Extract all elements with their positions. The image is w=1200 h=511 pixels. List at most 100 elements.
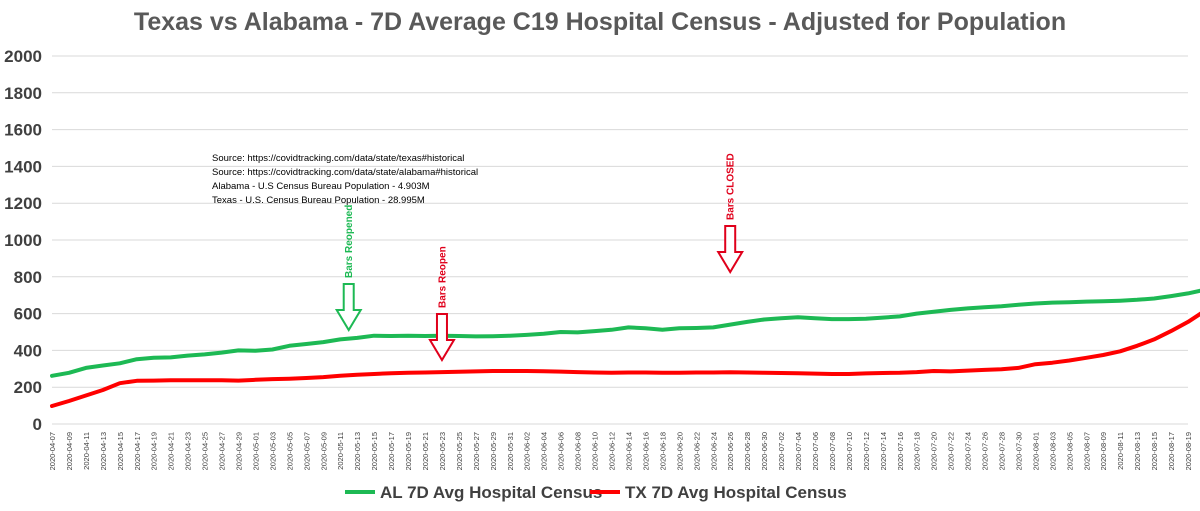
y-tick-label: 800: [14, 268, 42, 287]
population-note-alabama: Alabama - U.S Census Bureau Population -…: [212, 181, 430, 192]
x-tick-label: 2020-05-31: [506, 432, 515, 470]
x-tick-label: 2020-05-13: [353, 432, 362, 470]
y-tick-label: 1400: [4, 157, 42, 176]
x-tick-label: 2020-06-02: [523, 432, 532, 470]
x-tick-label: 2020-05-27: [472, 432, 481, 470]
x-tick-label: 2020-04-23: [184, 432, 193, 470]
x-tick-label: 2020-04-15: [116, 432, 125, 470]
x-tick-label: 2020-08-09: [1099, 432, 1108, 470]
x-tick-label: 2020-06-30: [760, 432, 769, 470]
x-tick-label: 2020-04-07: [48, 432, 57, 470]
x-tick-label: 2020-08-19: [1184, 432, 1193, 470]
x-tick-label: 2020-05-17: [387, 432, 396, 470]
y-tick-label: 1600: [4, 121, 42, 140]
x-tick-label: 2020-07-12: [862, 432, 871, 470]
annotation-arrow: [716, 225, 744, 274]
x-tick-label: 2020-06-18: [658, 432, 667, 470]
y-tick-label: 1200: [4, 194, 42, 213]
x-tick-label: 2020-07-20: [930, 432, 939, 470]
x-tick-label: 2020-06-10: [591, 432, 600, 470]
x-tick-label: 2020-04-21: [167, 432, 176, 470]
y-tick-label: 0: [33, 415, 42, 434]
y-tick-label: 600: [14, 305, 42, 324]
x-tick-label: 2020-07-02: [777, 432, 786, 470]
x-tick-label: 2020-04-13: [99, 432, 108, 470]
legend-label-tx: TX 7D Avg Hospital Census: [625, 483, 847, 502]
x-tick-label: 2020-06-06: [557, 432, 566, 470]
x-tick-label: 2020-06-22: [692, 432, 701, 470]
x-tick-label: 2020-05-25: [455, 432, 464, 470]
x-tick-label: 2020-07-04: [794, 432, 803, 470]
y-tick-label: 1800: [4, 84, 42, 103]
x-tick-label: 2020-08-15: [1150, 432, 1159, 470]
x-tick-label: 2020-08-07: [1082, 432, 1091, 470]
annotation-label: Bars Reopen: [437, 246, 448, 308]
x-tick-label: 2020-07-30: [1014, 432, 1023, 470]
x-tick-label: 2020-08-11: [1116, 432, 1125, 470]
x-tick-label: 2020-04-19: [150, 432, 159, 470]
series-line-tx: [50, 311, 1200, 408]
x-tick-label: 2020-06-04: [540, 432, 549, 470]
x-tick-label: 2020-07-24: [964, 432, 973, 470]
annotation-label: Bars CLOSED: [726, 153, 737, 220]
chart-title: Texas vs Alabama - 7D Average C19 Hospit…: [134, 8, 1066, 36]
x-tick-label: 2020-06-26: [726, 432, 735, 470]
x-tick-label: 2020-05-09: [319, 432, 328, 470]
annotation-label: Bars Reopened: [344, 205, 355, 278]
x-tick-label: 2020-08-05: [1065, 432, 1074, 470]
series-lines: [50, 288, 1200, 408]
x-tick-label: 2020-06-20: [675, 432, 684, 470]
legend: AL 7D Avg Hospital Census TX 7D Avg Hosp…: [345, 483, 847, 502]
y-tick-label: 2000: [4, 47, 42, 66]
x-tick-label: 2020-07-22: [947, 432, 956, 470]
x-tick-label: 2020-05-03: [268, 432, 277, 470]
x-tick-label: 2020-06-12: [608, 432, 617, 470]
x-tick-label: 2020-04-25: [201, 432, 210, 470]
x-tick-label: 2020-04-17: [133, 432, 142, 470]
legend-label-al: AL 7D Avg Hospital Census: [380, 483, 602, 502]
x-tick-label: 2020-08-01: [1031, 432, 1040, 470]
x-tick-label: 2020-06-24: [709, 432, 718, 470]
x-tick-label: 2020-07-28: [997, 432, 1006, 470]
x-tick-label: 2020-05-19: [404, 432, 413, 470]
x-tick-label: 2020-06-28: [743, 432, 752, 470]
x-tick-label: 2020-04-09: [65, 432, 74, 470]
x-tick-label: 2020-08-17: [1167, 432, 1176, 470]
population-note-texas: Texas - U.S. Census Bureau Population - …: [212, 195, 425, 206]
annotations: Bars Reopened Bars Reopen Bars CLOSED: [334, 153, 744, 362]
x-tick-label: 2020-07-06: [811, 432, 820, 470]
x-tick-label: 2020-04-27: [218, 432, 227, 470]
y-tick-label: 400: [14, 341, 42, 360]
x-tick-label: 2020-06-08: [574, 432, 583, 470]
x-tick-label: 2020-08-13: [1133, 432, 1142, 470]
y-tick-label: 200: [14, 378, 42, 397]
x-tick-label: 2020-04-11: [82, 432, 91, 470]
x-tick-label: 2020-05-23: [438, 432, 447, 470]
x-tick-label: 2020-07-10: [845, 432, 854, 470]
series-line-al: [50, 288, 1200, 378]
y-tick-label: 1000: [4, 231, 42, 250]
source-note-alabama: Source: https://covidtracking.com/data/s…: [212, 167, 478, 178]
x-tick-label: 2020-06-14: [624, 432, 633, 470]
source-note-texas: Source: https://covidtracking.com/data/s…: [212, 153, 464, 164]
x-tick-label: 2020-06-16: [641, 432, 650, 470]
x-tick-label: 2020-08-03: [1048, 432, 1057, 470]
x-tick-label: 2020-07-08: [828, 432, 837, 470]
annotation-arrow: [428, 313, 456, 362]
y-axis: 0 200 400 600 800 1000 1200 1400 1600 1800 2000: [4, 47, 42, 434]
x-tick-label: 2020-05-21: [421, 432, 430, 470]
x-tick-label: 2020-05-01: [251, 432, 260, 470]
x-axis: 2020-04-07 2020-04-09 2020-04-11 2020-04-13…: [48, 432, 1193, 470]
annotation-arrow: [334, 283, 363, 332]
x-tick-label: 2020-05-15: [370, 432, 379, 470]
x-tick-label: 2020-05-11: [336, 432, 345, 470]
x-tick-label: 2020-07-16: [896, 432, 905, 470]
x-tick-label: 2020-07-26: [981, 432, 990, 470]
x-tick-label: 2020-05-07: [302, 432, 311, 470]
x-tick-label: 2020-07-18: [913, 432, 922, 470]
x-tick-label: 2020-04-29: [235, 432, 244, 470]
x-tick-label: 2020-07-14: [879, 432, 888, 470]
x-tick-label: 2020-05-29: [489, 432, 498, 470]
source-notes: Source: https://covidtracking.com/data/s…: [212, 153, 478, 206]
